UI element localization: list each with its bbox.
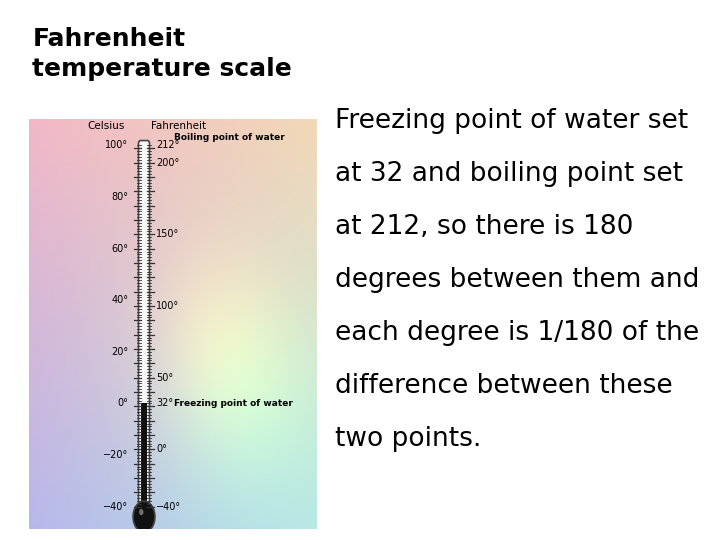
- Text: −20°: −20°: [103, 450, 128, 460]
- Text: two points.: two points.: [335, 426, 481, 451]
- Text: Freezing point of water: Freezing point of water: [174, 399, 293, 408]
- FancyBboxPatch shape: [138, 140, 150, 511]
- Text: degrees between them and: degrees between them and: [335, 267, 699, 293]
- Text: 150°: 150°: [156, 230, 179, 239]
- Circle shape: [133, 501, 155, 532]
- Text: 212°: 212°: [156, 140, 179, 151]
- Text: Boiling point of water: Boiling point of water: [174, 133, 285, 142]
- Text: 100°: 100°: [105, 140, 128, 151]
- Text: at 212, so there is 180: at 212, so there is 180: [335, 214, 633, 240]
- Bar: [141, 403, 147, 510]
- Text: 0°: 0°: [117, 399, 128, 408]
- Text: Fahrenheit
temperature scale: Fahrenheit temperature scale: [32, 27, 292, 80]
- Text: Celsius: Celsius: [88, 121, 125, 131]
- Text: 50°: 50°: [156, 373, 174, 383]
- Text: −40°: −40°: [156, 502, 181, 511]
- Text: 0°: 0°: [156, 444, 167, 454]
- Text: •: •: [302, 111, 321, 141]
- Text: 60°: 60°: [111, 244, 128, 254]
- Text: difference between these: difference between these: [335, 373, 672, 399]
- Text: 100°: 100°: [156, 301, 179, 311]
- Text: at 32 and boiling point set: at 32 and boiling point set: [335, 161, 683, 187]
- Text: −40°: −40°: [103, 502, 128, 511]
- Text: 20°: 20°: [111, 347, 128, 357]
- Text: Fahrenheit: Fahrenheit: [151, 121, 206, 131]
- Circle shape: [139, 509, 143, 515]
- Text: 32°: 32°: [156, 399, 174, 408]
- Text: 200°: 200°: [156, 158, 179, 168]
- Text: 80°: 80°: [111, 192, 128, 202]
- Text: each degree is 1/180 of the: each degree is 1/180 of the: [335, 320, 699, 346]
- Text: Freezing point of water set: Freezing point of water set: [335, 108, 688, 134]
- Text: 40°: 40°: [111, 295, 128, 305]
